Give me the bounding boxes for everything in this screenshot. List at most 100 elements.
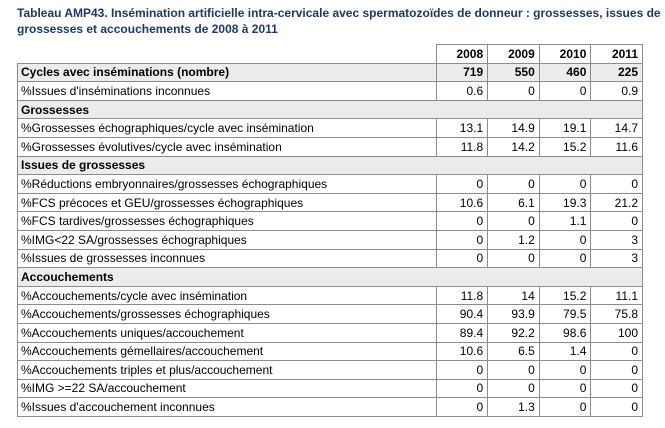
- section-filler-cell: [538, 99, 592, 120]
- value-cell-2010: 15.2: [538, 285, 592, 306]
- row-label: %Accouchements triples et plus/accouchem…: [17, 360, 437, 380]
- value-cell-2010: 15.2: [538, 136, 592, 157]
- value-cell-2008: 0: [435, 174, 489, 194]
- section-filler-cell: [538, 267, 592, 287]
- section-row: Issues de grossesses: [17, 155, 643, 176]
- section-filler-cell: [590, 155, 643, 176]
- value-cell-2009: 0: [487, 81, 540, 101]
- value-cell-2011: 0: [590, 360, 643, 380]
- table-row: %Réductions embryonnaires/grossesses éch…: [17, 174, 643, 194]
- value-cell-2008: 10.6: [435, 192, 489, 213]
- table-title: Tableau AMP43. Insémination artificielle…: [17, 6, 661, 36]
- value-cell-2008: 11.8: [435, 285, 489, 306]
- value-cell-2008: 0: [435, 360, 489, 380]
- value-cell-2011: 0: [590, 211, 643, 231]
- header-corner: [17, 44, 437, 64]
- table-row: %Accouchements/cycle avec insémination 11…: [17, 285, 643, 306]
- value-cell-2009: 92.2: [487, 322, 540, 343]
- value-cell-2008: 10.6: [435, 341, 489, 362]
- section-filler-cell: [590, 99, 643, 120]
- year-header: 2009: [487, 44, 540, 64]
- value-cell-2011: 14.7: [590, 118, 643, 138]
- value-cell-2010: 0: [538, 397, 592, 417]
- value-cell-2008: 0: [435, 397, 489, 417]
- section-filler-cell: [487, 267, 540, 287]
- row-label: %Issues d'inséminations inconnues: [17, 81, 437, 101]
- section-heading: Issues de grossesses: [17, 155, 437, 176]
- value-cell-2009: 0: [487, 211, 540, 231]
- value-cell-2010: 19.1: [538, 118, 592, 138]
- year-header: 2010: [538, 44, 592, 64]
- value-cell-2011: 0: [590, 397, 643, 417]
- row-label: Cycles avec inséminations (nombre): [17, 62, 437, 83]
- section-filler-cell: [487, 99, 540, 120]
- value-cell-2008: 90.4: [435, 304, 489, 324]
- value-cell-2009: 93.9: [487, 304, 540, 324]
- value-cell-2008: 11.8: [435, 136, 489, 157]
- row-label: %Grossesses évolutives/cycle avec insémi…: [17, 136, 437, 157]
- section-filler-cell: [435, 155, 489, 176]
- section-filler-cell: [538, 155, 592, 176]
- table-row: %Accouchements triples et plus/accouchem…: [17, 360, 643, 380]
- table-row: %Issues de grossesses inconnues 0 0 0 3: [17, 248, 643, 269]
- table-row: Cycles avec inséminations (nombre) 719 550…: [17, 62, 643, 83]
- value-cell-2008: 0: [435, 229, 489, 250]
- value-cell-2009: 14.9: [487, 118, 540, 138]
- value-cell-2009: 6.1: [487, 192, 540, 213]
- row-label: %Grossesses échographiques/cycle avec in…: [17, 118, 437, 138]
- value-cell-2011: 225: [590, 62, 643, 83]
- value-cell-2008: 0.6: [435, 81, 489, 101]
- table-body: Cycles avec inséminations (nombre) 719 550…: [17, 62, 643, 417]
- table-row: %Accouchements gémellaires/accouchement 1…: [17, 341, 643, 362]
- value-cell-2011: 0: [590, 378, 643, 399]
- table-row: %Accouchements uniques/accouchement 89.4 9…: [17, 322, 643, 343]
- section-row: Grossesses: [17, 99, 643, 120]
- row-label: %FCS précoces et GEU/grossesses échograp…: [17, 192, 437, 213]
- value-cell-2011: 0: [590, 174, 643, 194]
- value-cell-2009: 0: [487, 378, 540, 399]
- table-row: %Grossesses échographiques/cycle avec in…: [17, 118, 643, 138]
- value-cell-2009: 6.5: [487, 341, 540, 362]
- value-cell-2009: 14: [487, 285, 540, 306]
- value-cell-2011: 3: [590, 229, 643, 250]
- table-row: %FCS précoces et GEU/grossesses échograp…: [17, 192, 643, 213]
- row-label: %Accouchements gémellaires/accouchement: [17, 341, 437, 362]
- row-label: %IMG<22 SA/grossesses échographiques: [17, 229, 437, 250]
- value-cell-2009: 550: [487, 62, 540, 83]
- value-cell-2009: 0: [487, 360, 540, 380]
- value-cell-2010: 460: [538, 62, 592, 83]
- value-cell-2008: 0: [435, 211, 489, 231]
- row-label: %FCS tardives/grossesses échographiques: [17, 211, 437, 231]
- row-label: %Issues de grossesses inconnues: [17, 248, 437, 269]
- value-cell-2009: 0: [487, 248, 540, 269]
- value-cell-2010: 0: [538, 378, 592, 399]
- value-cell-2011: 100: [590, 322, 643, 343]
- table-row: %Accouchements/grossesses échographiques…: [17, 304, 643, 324]
- value-cell-2008: 89.4: [435, 322, 489, 343]
- section-filler-cell: [590, 267, 643, 287]
- table-row: %Issues d'inséminations inconnues 0.6 0 0 0.…: [17, 81, 643, 101]
- value-cell-2010: 0: [538, 248, 592, 269]
- value-cell-2011: 0.9: [590, 81, 643, 101]
- value-cell-2008: 0: [435, 378, 489, 399]
- table-row: %IMG >=22 SA/accouchement 0 0 0 0: [17, 378, 643, 399]
- row-label: %Accouchements/cycle avec insémination: [17, 285, 437, 306]
- row-label: %Accouchements/grossesses échographiques: [17, 304, 437, 324]
- value-cell-2011: 11.1: [590, 285, 643, 306]
- value-cell-2009: 0: [487, 174, 540, 194]
- section-filler-cell: [435, 99, 489, 120]
- value-cell-2011: 3: [590, 248, 643, 269]
- section-heading: Grossesses: [17, 99, 437, 120]
- year-header: 2011: [590, 44, 643, 64]
- section-row: Accouchements: [17, 267, 643, 287]
- value-cell-2011: 0: [590, 341, 643, 362]
- header-row: 2008 2009 2010 2011: [17, 44, 643, 64]
- section-filler-cell: [487, 155, 540, 176]
- value-cell-2010: 0: [538, 229, 592, 250]
- value-cell-2009: 14.2: [487, 136, 540, 157]
- value-cell-2011: 11.6: [590, 136, 643, 157]
- value-cell-2009: 1.2: [487, 229, 540, 250]
- value-cell-2010: 98.6: [538, 322, 592, 343]
- value-cell-2011: 21.2: [590, 192, 643, 213]
